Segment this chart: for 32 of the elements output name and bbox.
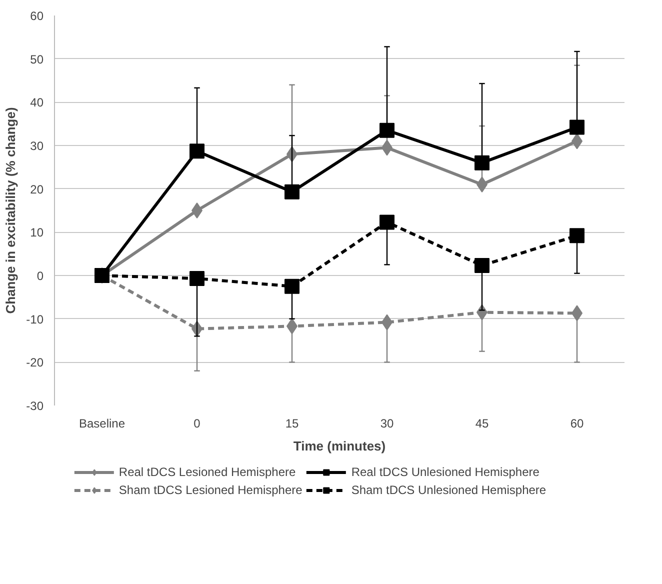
legend-label: Sham tDCS Unlesioned Hemisphere: [351, 483, 546, 497]
x-tick-label: 60: [570, 416, 584, 430]
x-tick-label: 0: [194, 416, 201, 430]
point: [190, 271, 204, 286]
point: [380, 122, 394, 138]
y-tick-label: -20: [26, 356, 44, 370]
legend-label: Real tDCS Unlesioned Hemisphere: [351, 465, 540, 479]
legend-label: Real tDCS Lesioned Hemisphere: [118, 465, 296, 479]
x-tick-label: 45: [475, 416, 489, 430]
point: [570, 228, 584, 244]
point: [190, 144, 204, 159]
y-tick-label: 10: [30, 226, 44, 240]
point: [474, 258, 490, 274]
y-tick-label: 40: [30, 96, 44, 110]
y-tick-label: 0: [36, 269, 44, 283]
point: [284, 184, 300, 200]
y-tick-label: 60: [30, 9, 44, 23]
point: [284, 278, 300, 294]
y-tick-label: 20: [30, 182, 44, 196]
x-tick-label: Baseline: [78, 416, 126, 430]
point: [570, 120, 584, 135]
legend-label: Sham tDCS Lesioned Hemisphere: [118, 483, 302, 497]
y-tick-label: -30: [26, 399, 44, 413]
x-tick-label: 15: [285, 416, 299, 430]
y-tick-label: 30: [30, 139, 44, 153]
y-axis-title: Change in excitability (% change): [3, 107, 18, 314]
y-tick-label: 50: [30, 52, 44, 66]
point: [380, 214, 394, 230]
x-axis-title: Time (minutes): [293, 438, 386, 454]
point: [474, 155, 490, 170]
x-tick-label: 30: [380, 416, 394, 430]
y-tick-label: -10: [26, 312, 44, 326]
